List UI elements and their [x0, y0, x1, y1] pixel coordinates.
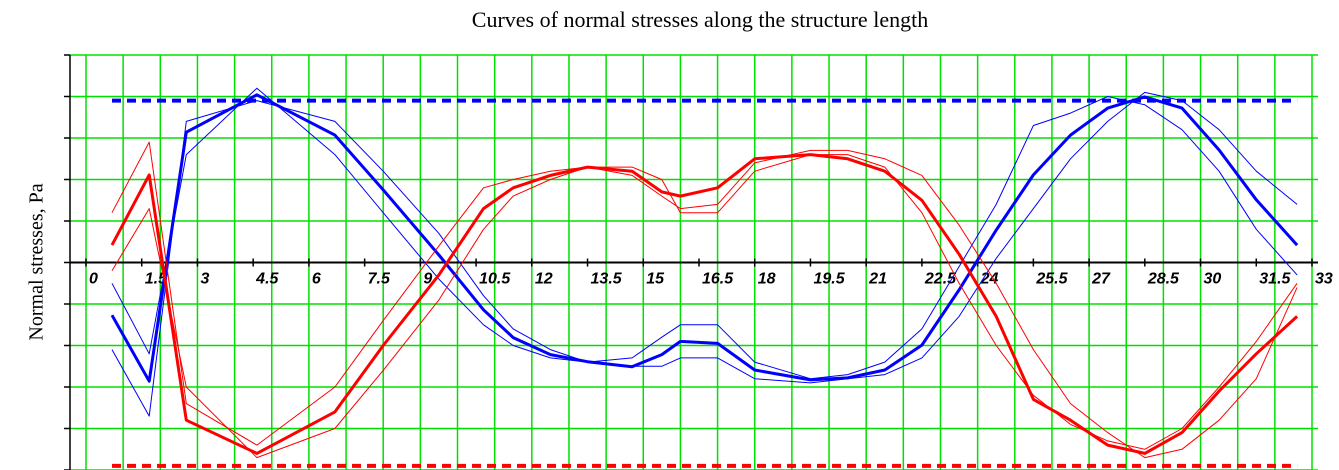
line [111, 141, 1298, 459]
x-tick-label: 16.5 [702, 271, 734, 288]
x-tick-label: 6 [312, 271, 321, 288]
x-tick-label: 12 [535, 271, 553, 288]
x-tick-label: 18 [758, 271, 776, 288]
x-tick-label: 21 [868, 271, 887, 288]
x-tick-label: 10.5 [479, 271, 511, 288]
line [110, 153, 1299, 455]
line [110, 93, 1299, 383]
x-tick-label: 24 [980, 271, 999, 288]
x-tick-label: 9 [423, 271, 432, 288]
x-tick-label: 19.5 [813, 271, 845, 288]
x-tick-label: 25.5 [1035, 271, 1068, 288]
y-axis-label: Normal stresses, Pa [26, 183, 48, 340]
x-tick-label: 7.5 [368, 271, 391, 288]
line [111, 154, 1298, 459]
line [111, 91, 1298, 417]
x-tick-label: 3 [200, 271, 209, 288]
x-tick-label: 31.5 [1259, 271, 1291, 288]
x-tick-label: 33 [1315, 271, 1333, 288]
x-tick-label: 30 [1204, 271, 1222, 288]
x-tick-label: 28.5 [1147, 271, 1180, 288]
x-tick-label: 13.5 [591, 271, 623, 288]
x-tick-label: 4.5 [255, 271, 279, 288]
chart-title: Curves of normal stresses along the stru… [472, 7, 928, 32]
x-tick-label: 15 [646, 271, 665, 288]
x-tick-label: 0 [89, 271, 98, 288]
x-tick-label: 27 [1091, 271, 1111, 288]
line [111, 87, 1298, 380]
